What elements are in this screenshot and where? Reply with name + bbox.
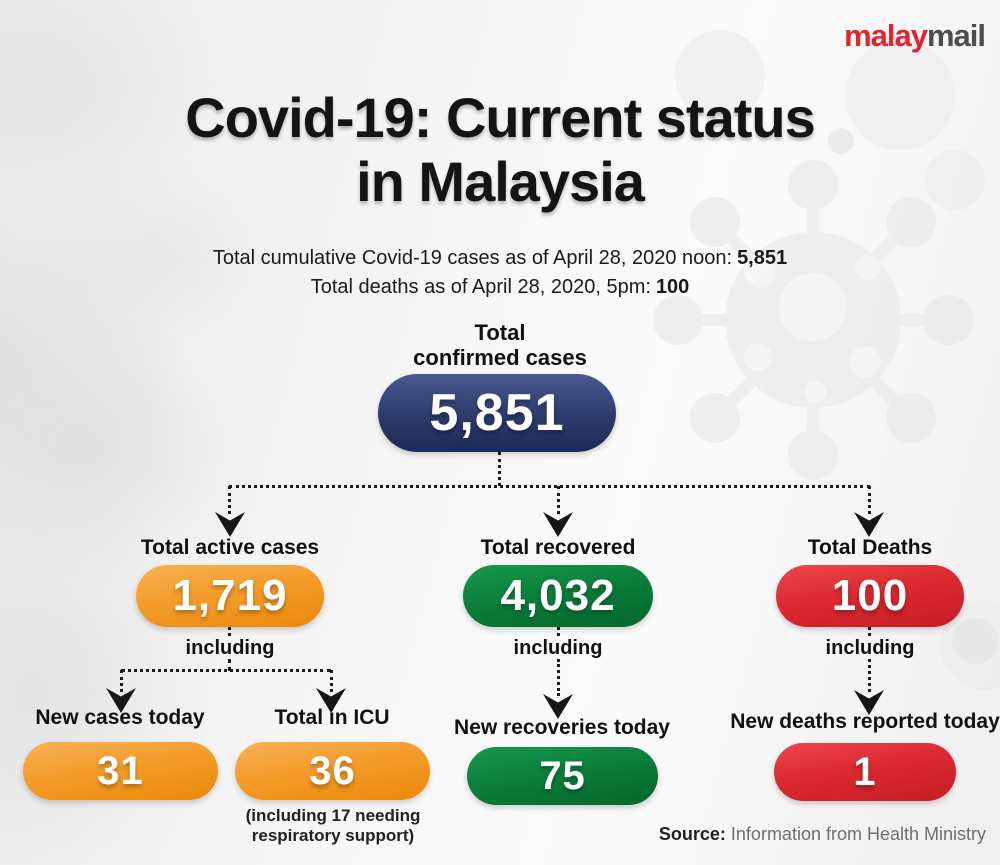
arrow-down-icon xyxy=(854,512,884,537)
faded-photo-background xyxy=(0,0,380,865)
new-cases-today-label: New cases today xyxy=(35,706,205,729)
total-recovered-pill: 4,032 xyxy=(463,565,653,627)
connector-line xyxy=(228,659,231,671)
total-recovered-value: 4,032 xyxy=(500,571,616,620)
new-deaths-today-value: 1 xyxy=(853,749,877,794)
new-cases-today-value: 31 xyxy=(97,748,144,793)
connector-line xyxy=(228,486,231,514)
connector-line xyxy=(121,669,331,672)
new-deaths-today-label: New deaths reported today xyxy=(730,710,1000,733)
subtitle-line2: Total deaths as of April 28, 2020, 5pm: 1… xyxy=(310,276,690,298)
including-label-active: including xyxy=(185,637,275,659)
total-in-icu-pill: 36 xyxy=(235,742,430,800)
total-recovered-label: Total recovered xyxy=(480,536,636,559)
title-line1: Covid-19: Current status xyxy=(185,86,815,149)
connector-line xyxy=(557,627,560,636)
connector-line xyxy=(868,627,871,636)
total-confirmed-value: 5,851 xyxy=(429,384,565,442)
including-label-recovered: including xyxy=(513,637,603,659)
new-recoveries-today-value: 75 xyxy=(539,753,586,798)
new-recoveries-today-label: New recoveries today xyxy=(454,716,670,739)
connector-line xyxy=(868,659,871,692)
total-active-cases-label: Total active cases xyxy=(140,536,320,559)
decor-circle xyxy=(675,30,765,120)
logo-text-gray: mail xyxy=(926,18,986,53)
total-in-icu-label: Total in ICU xyxy=(274,706,390,729)
total-in-icu-value: 36 xyxy=(309,748,356,793)
decor-circle xyxy=(845,40,955,150)
source-label: Source: xyxy=(658,824,726,844)
total-deaths-pill: 100 xyxy=(776,565,964,627)
decor-circle xyxy=(828,128,854,154)
malaymail-logo: malaymail xyxy=(844,18,986,54)
connector-line xyxy=(557,659,560,696)
arrow-down-icon xyxy=(543,512,573,537)
total-active-cases-pill: 1,719 xyxy=(136,565,324,627)
source-text: Information from Health Ministry xyxy=(730,824,986,844)
total-confirmed-label: Total confirmed cases xyxy=(413,320,587,370)
connector-line xyxy=(120,670,123,692)
total-deaths-value: 100 xyxy=(831,571,909,620)
source-credit: Source: Information from Health Ministry xyxy=(659,824,986,845)
new-cases-today-pill: 31 xyxy=(23,742,218,800)
new-recoveries-today-pill: 75 xyxy=(467,747,658,805)
connector-line xyxy=(868,486,871,514)
logo-text-red: malay xyxy=(844,18,928,53)
virus-watermark-icon xyxy=(640,147,986,498)
decor-circle xyxy=(952,618,998,664)
connector-line xyxy=(229,485,870,488)
total-deaths-asof-value: 100 xyxy=(655,276,690,298)
total-active-cases-value: 1,719 xyxy=(172,571,288,620)
page-title: Covid-19: Current status in Malaysia xyxy=(0,86,1000,214)
subtitle: Total cumulative Covid-19 cases as of Ap… xyxy=(0,244,1000,302)
decor-circle xyxy=(925,150,985,210)
connector-line xyxy=(330,670,333,692)
icu-note: (including 17 needing respiratory suppor… xyxy=(245,806,421,845)
title-line2: in Malaysia xyxy=(356,150,645,213)
connector-line xyxy=(228,627,231,636)
connector-line xyxy=(557,486,560,514)
cumulative-cases-value: 5,851 xyxy=(737,247,788,269)
total-confirmed-pill: 5,851 xyxy=(378,374,616,452)
subtitle-line1: Total cumulative Covid-19 cases as of Ap… xyxy=(212,247,788,269)
total-deaths-label: Total Deaths xyxy=(807,536,933,559)
including-label-deaths: including xyxy=(825,637,915,659)
new-deaths-today-pill: 1 xyxy=(774,743,956,801)
connector-line xyxy=(498,452,501,486)
